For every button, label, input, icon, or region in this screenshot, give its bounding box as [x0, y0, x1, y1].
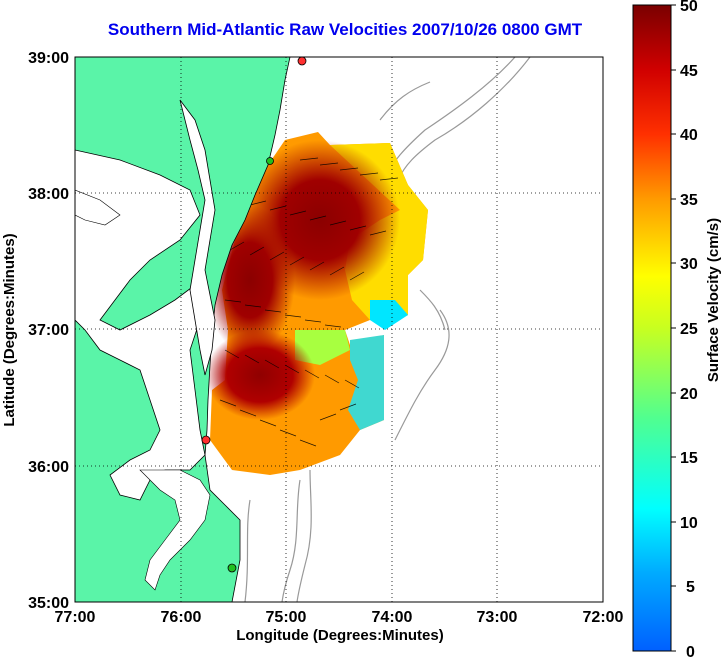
y-axis: 39:00 38:00 37:00 36:00 35:00 Latitude (… [1, 50, 69, 612]
colorbar-tick-label: 0 [686, 644, 695, 659]
x-tick-label: 77:00 [55, 609, 96, 626]
x-axis-label: Longitude (Degrees:Minutes) [236, 627, 444, 644]
colorbar-tick-label: 35 [680, 192, 698, 209]
colorbar-label: Surface Velocity (cm/s) [705, 218, 722, 382]
colorbar-tick-label: 20 [680, 386, 698, 403]
y-tick-label: 35:00 [28, 595, 69, 612]
colorbar-tick-label: 15 [680, 450, 698, 467]
colorbar-tick-label: 25 [680, 321, 698, 338]
plot-frame [74, 56, 604, 603]
y-tick-label: 38:00 [28, 186, 69, 203]
velocity-field [205, 132, 428, 475]
colorbar-ticks [671, 4, 676, 652]
colorbar-tick-label: 45 [680, 63, 698, 80]
x-axis: 77:00 76:00 75:00 74:00 73:00 72:00 Long… [55, 609, 624, 644]
x-tick-label: 75:00 [266, 609, 307, 626]
x-tick-label: 72:00 [583, 609, 624, 626]
colorbar-tick-label: 40 [680, 127, 698, 144]
colorbar-tick-label: 5 [686, 579, 695, 596]
colorbar-tick-label: 30 [680, 256, 698, 273]
y-axis-label: Latitude (Degrees:Minutes) [1, 233, 18, 426]
plot-title: Southern Mid-Atlantic Raw Velocities 200… [107, 20, 583, 39]
y-tick-label: 39:00 [28, 50, 69, 67]
colorbar: 50 45 40 35 30 25 20 15 10 5 0 Surface V… [632, 0, 722, 659]
y-tick-label: 36:00 [28, 459, 69, 476]
land [75, 57, 291, 602]
y-tick-label: 37:00 [28, 322, 69, 339]
x-tick-label: 74:00 [372, 609, 413, 626]
colorbar-scale [632, 4, 672, 652]
grid-lines [75, 57, 603, 602]
x-tick-label: 76:00 [161, 609, 202, 626]
colorbar-tick-label: 10 [680, 515, 698, 532]
x-tick-label: 73:00 [477, 609, 518, 626]
station-markers [201, 57, 307, 573]
colorbar-tick-label: 50 [680, 0, 698, 15]
